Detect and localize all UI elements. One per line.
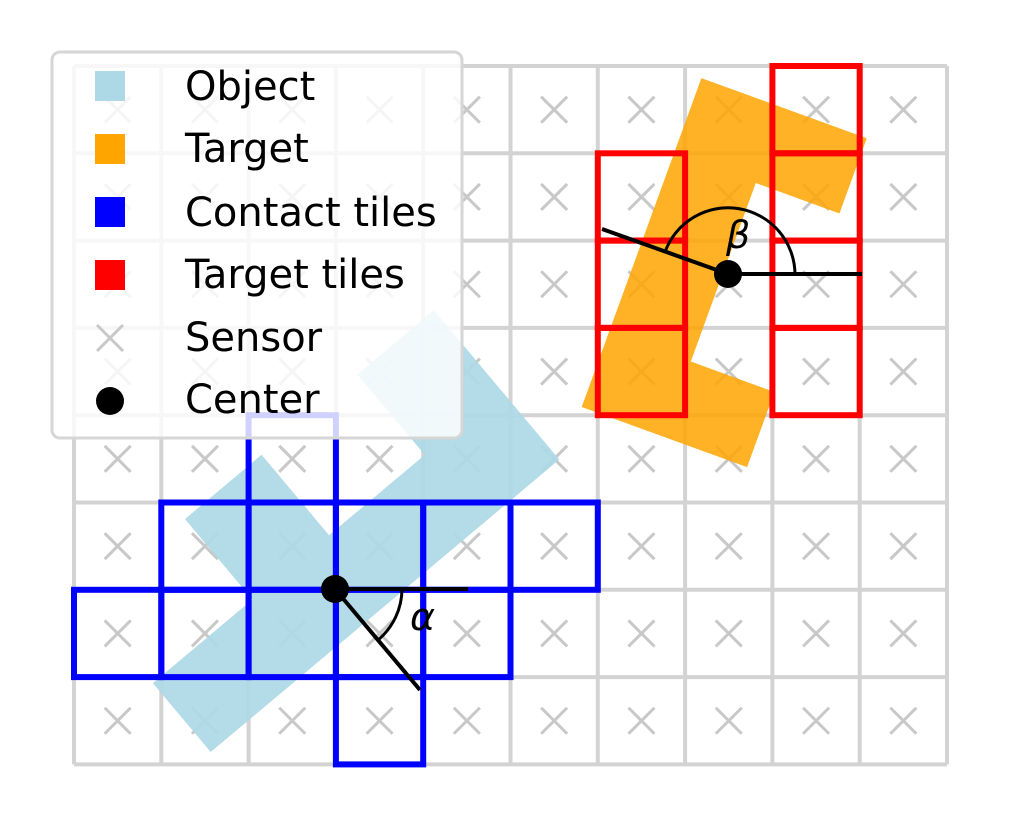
sensor-x-icon (627, 706, 656, 735)
object-center-dot (321, 575, 349, 603)
sensor-x-icon (540, 706, 569, 735)
sensor-x-icon (714, 619, 743, 648)
sensor-x-icon (103, 444, 132, 473)
sensor-x-icon (889, 95, 918, 124)
legend-center-dot-icon (96, 387, 124, 415)
sensor-x-icon (714, 706, 743, 735)
legend: Object Target Contact tiles Target tiles… (50, 50, 464, 440)
sensor-x-icon (627, 532, 656, 561)
sensor-x-icon (103, 706, 132, 735)
sensor-x-icon (103, 619, 132, 648)
sensor-x-icon (627, 444, 656, 473)
beta-angle: β (601, 206, 862, 288)
legend-contact-tiles-swatch (95, 197, 125, 227)
target-shape (581, 78, 867, 468)
sensor-x-icon (801, 532, 831, 561)
legend-object-swatch (95, 71, 125, 101)
contact-tile (332, 674, 427, 768)
legend-object-label: Object (185, 64, 315, 110)
sensor-x-icon (627, 95, 656, 124)
legend-target-tiles-swatch (95, 260, 125, 290)
sensor-x-icon (889, 619, 918, 648)
sensor-x-icon (540, 270, 569, 299)
legend-box (50, 50, 464, 440)
sensor-x-icon (190, 444, 220, 473)
legend-target-swatch (95, 134, 125, 164)
alpha-arc (377, 588, 404, 642)
sensor-x-icon (540, 619, 569, 648)
sensor-x-icon (540, 95, 569, 124)
legend-sensor-label: Sensor (185, 315, 323, 361)
sensor-x-icon (889, 444, 918, 473)
sensor-x-icon (365, 706, 394, 735)
sensor-x-icon (452, 619, 481, 648)
legend-target-label: Target (184, 126, 309, 172)
sensor-x-icon (452, 706, 481, 735)
legend-center-label: Center (185, 377, 320, 423)
sensor-x-icon (627, 182, 656, 212)
sensor-x-icon (889, 706, 918, 735)
sensor-x-icon (889, 270, 918, 299)
sensor-x-icon (801, 706, 831, 735)
sensor-x-icon (540, 357, 569, 386)
target-body (581, 78, 867, 468)
sensor-x-icon (627, 619, 656, 648)
sensor-x-icon (540, 532, 569, 561)
sensor-x-icon (540, 182, 569, 212)
beta-arc (663, 206, 797, 275)
sensor-x-icon (365, 619, 394, 648)
sensor-x-icon (889, 182, 918, 212)
target-center-dot (714, 260, 742, 288)
sensor-x-icon (278, 706, 307, 735)
sensor-x-icon (365, 444, 394, 473)
sensor-x-icon (278, 444, 307, 473)
sensor-x-icon (714, 532, 743, 561)
sensor-x-icon (889, 532, 918, 561)
sensor-x-icon (801, 619, 831, 648)
beta-label: β (725, 213, 750, 257)
contact-tile (507, 499, 601, 593)
alpha-angle: α (321, 575, 468, 692)
sensor-x-icon (801, 357, 831, 386)
target-tiles (594, 63, 863, 419)
sensor-x-icon (801, 444, 831, 473)
legend-contact-tiles-label: Contact tiles (185, 190, 437, 236)
target-tile (769, 324, 863, 419)
sensor-x-icon (889, 357, 918, 386)
alpha-label: α (410, 595, 435, 639)
legend-sensor-x-icon (95, 323, 125, 353)
sensor-x-icon (103, 532, 132, 561)
legend-target-tiles-label: Target tiles (184, 252, 405, 298)
target-tile (594, 324, 689, 419)
alpha-orientation-line (333, 587, 422, 692)
